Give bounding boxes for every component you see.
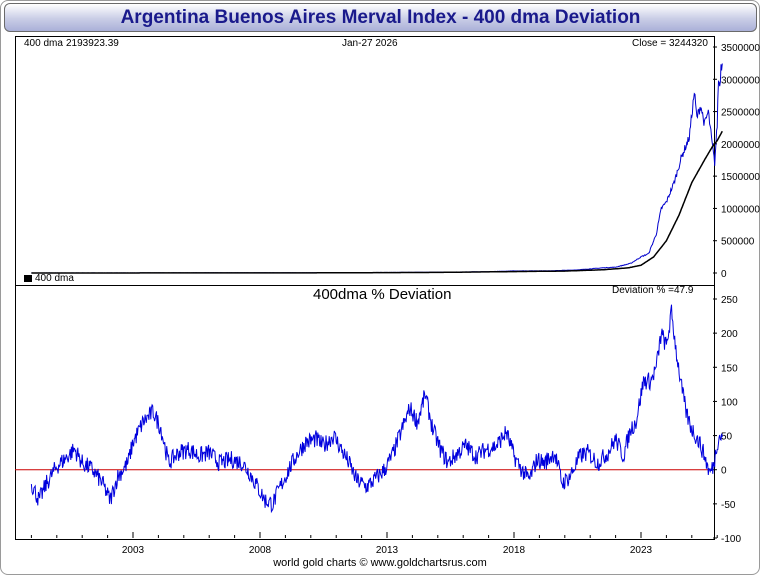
deviation-title: 400dma % Deviation bbox=[313, 286, 452, 303]
price-y-tick-label: 3000000 bbox=[721, 75, 760, 86]
deviation-y-tick-label: 0 bbox=[721, 466, 727, 477]
close-label: Close = 3244320 bbox=[632, 38, 708, 49]
deviation-y-tick-label: 150 bbox=[721, 363, 738, 374]
legend-label: 400 dma bbox=[35, 273, 74, 284]
date-label: Jan-27 2026 bbox=[342, 38, 398, 49]
chart-title: Argentina Buenos Aires Merval Index - 40… bbox=[4, 3, 757, 32]
price-y-tick-label: 0 bbox=[721, 269, 727, 280]
price-y-tick-label: 1500000 bbox=[721, 172, 760, 183]
price-y-tick-label: 1000000 bbox=[721, 204, 760, 215]
price-y-tick-label: 2500000 bbox=[721, 108, 760, 119]
dma-line bbox=[31, 130, 723, 274]
deviation-y-tick-label: 200 bbox=[721, 329, 738, 340]
price-panel bbox=[15, 36, 715, 286]
deviation-y-tick-label: -50 bbox=[721, 500, 736, 511]
x-tick-label: 2008 bbox=[249, 545, 272, 556]
deviation-y-tick-label: -100 bbox=[721, 534, 741, 545]
footer-credit: world gold charts © www.goldchartsrus.co… bbox=[273, 557, 487, 569]
deviation-panel bbox=[15, 285, 715, 540]
legend-swatch bbox=[24, 275, 32, 282]
price-y-tick-label: 3500000 bbox=[721, 43, 760, 54]
deviation-line bbox=[30, 304, 723, 514]
x-tick-label: 2013 bbox=[376, 545, 399, 556]
x-tick-label: 2018 bbox=[503, 545, 526, 556]
dma-value: 2193923.39 bbox=[66, 38, 119, 49]
deviation-y-tick-label: 250 bbox=[721, 295, 738, 306]
price-y-tick-label: 500000 bbox=[721, 237, 755, 248]
dma-label: 400 dma bbox=[24, 38, 63, 49]
price-line bbox=[31, 63, 723, 274]
price-y-tick-label: 2000000 bbox=[721, 140, 760, 151]
deviation-value: Deviation % =47.9 bbox=[612, 285, 694, 296]
deviation-y-tick-label: 50 bbox=[721, 432, 733, 443]
x-tick-label: 2023 bbox=[630, 545, 653, 556]
x-tick-label: 2003 bbox=[122, 545, 145, 556]
deviation-y-tick-label: 100 bbox=[721, 397, 738, 408]
